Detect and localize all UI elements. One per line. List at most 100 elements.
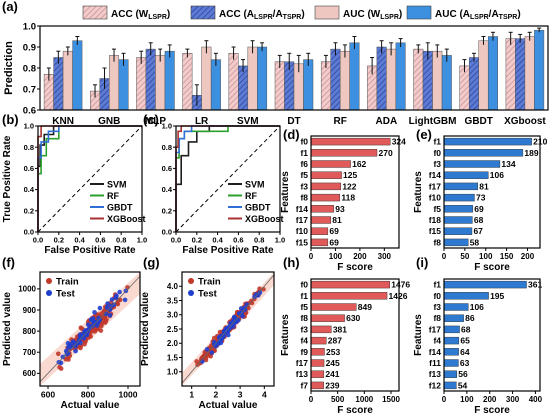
x-axis-label-h: F score [337,405,373,414]
x-axis-label-d: F score [337,262,373,273]
y-tick-label-a: 0.9 [23,43,36,54]
parity-line-g [181,274,275,384]
feature-label-h: f13 [296,369,309,379]
legend-label-rf-b: RF [107,191,119,201]
plot-frame-c [175,125,281,233]
legend-label-rf-c: RF [245,191,257,201]
legend-swatch-auc-alspr [406,5,432,20]
feature-label-d: f5 [300,170,308,180]
value-label-i: 195 [490,291,504,301]
test-point-f [90,319,96,325]
bar-a [376,46,387,111]
feature-label-d: f14 [296,204,309,214]
bar-e [443,160,501,168]
x-b-tick-label: 1.0 [137,236,147,245]
y-tick-label-a: 0.8 [23,64,36,75]
y-axis-label-f: Predicted value [2,292,13,366]
test-point-f [97,305,103,311]
value-label-i: 54 [458,380,468,390]
plot-frame-h [310,278,400,392]
bar-i [443,303,469,311]
train-point-f [83,339,88,345]
test-point-g [218,340,224,346]
feature-label-e: f3 [433,159,441,169]
category-label-a: DT [287,116,300,127]
y-axis-label-e: Features [413,171,424,213]
legend-marker-train-f [46,278,52,284]
value-label-d: 125 [343,170,357,180]
train-point-f [102,320,108,325]
test-point-f [78,332,83,337]
y-g-tick-label: 2.5 [167,325,179,334]
x-axis-label-b: False Positive Rate [44,245,136,256]
bar-a [136,57,147,111]
feature-label-i: f11 [429,358,441,368]
plot-frame-e [443,135,541,249]
bar-e [443,216,473,224]
y-tick-label-a: 0.7 [23,85,36,96]
test-point-f [114,293,119,299]
plot-frame-g [181,271,275,387]
test-point-f [63,348,69,354]
value-label-e: 68 [474,215,484,225]
feature-label-h: f4 [300,336,308,346]
bar-i [443,336,460,345]
value-label-d: 270 [379,148,393,158]
plot-frame-b [37,125,143,233]
bar-i [443,370,458,378]
y-f-tick-label: 600 [23,369,37,378]
value-label-h: 287 [328,336,342,346]
bar-i [443,280,527,289]
feature-label-e: f17 [429,181,442,191]
train-point-f [78,345,83,351]
feature-label-d: f15 [296,237,309,247]
value-label-d: 81 [332,215,342,225]
train-point-g [257,286,262,292]
y-axis-label-i: Features [413,314,424,356]
legend-label-auc-wlspr: AUC (WLSPR) [343,9,402,21]
y-b-tick-label: 0.0 [24,228,34,237]
feature-label-i: f12 [429,380,442,390]
x-f-tick-label: 1000 [119,390,138,400]
bar-i [443,325,460,334]
test-point-f [84,332,90,338]
bar-d [310,205,334,213]
x-i-tick-label: 400 [529,395,543,404]
x-axis-label-i: F score [474,405,510,414]
test-point-f [109,297,115,302]
x-c-tick-label: 0.6 [233,236,243,245]
bar-a [320,61,331,111]
legend-label-xgboost-b: XGBoost [107,214,146,224]
y-axis-label-a: Prediction [3,41,15,95]
value-label-e: 81 [479,181,489,191]
test-point-g [213,343,218,349]
x-e-tick-label: 100 [479,252,493,261]
roc-line-gbdt-c [175,125,280,232]
value-label-e: 58 [470,237,480,247]
y-f-tick-label: 700 [23,348,37,357]
bar-e [443,149,524,157]
x-h-tick-label: 0 [309,395,314,404]
x-h-tick-label: 1500 [382,395,400,404]
diagonal-b [37,125,143,233]
y-b-tick-label: 0.6 [24,164,34,173]
x-axis-label-c: False Positive Rate [182,245,274,256]
legend-label-svm-c: SVM [245,180,265,190]
x-g-tick-label: 3 [238,390,243,400]
bar-a [395,42,406,111]
test-point-f [90,316,96,321]
x-i-tick-label: 100 [460,395,474,404]
bar-a [257,46,268,111]
bar-h [310,292,388,300]
feature-label-h: f17 [296,358,309,368]
bar-a [413,48,424,111]
bar-e [443,205,473,213]
y-f-tick-label: 900 [23,306,37,315]
value-label-h: 241 [325,369,339,379]
bar-a [53,57,64,111]
bar-d [310,160,351,168]
category-label-a: LR [195,116,209,127]
category-label-a: LightGBM [409,116,457,127]
bar-h [310,336,327,345]
